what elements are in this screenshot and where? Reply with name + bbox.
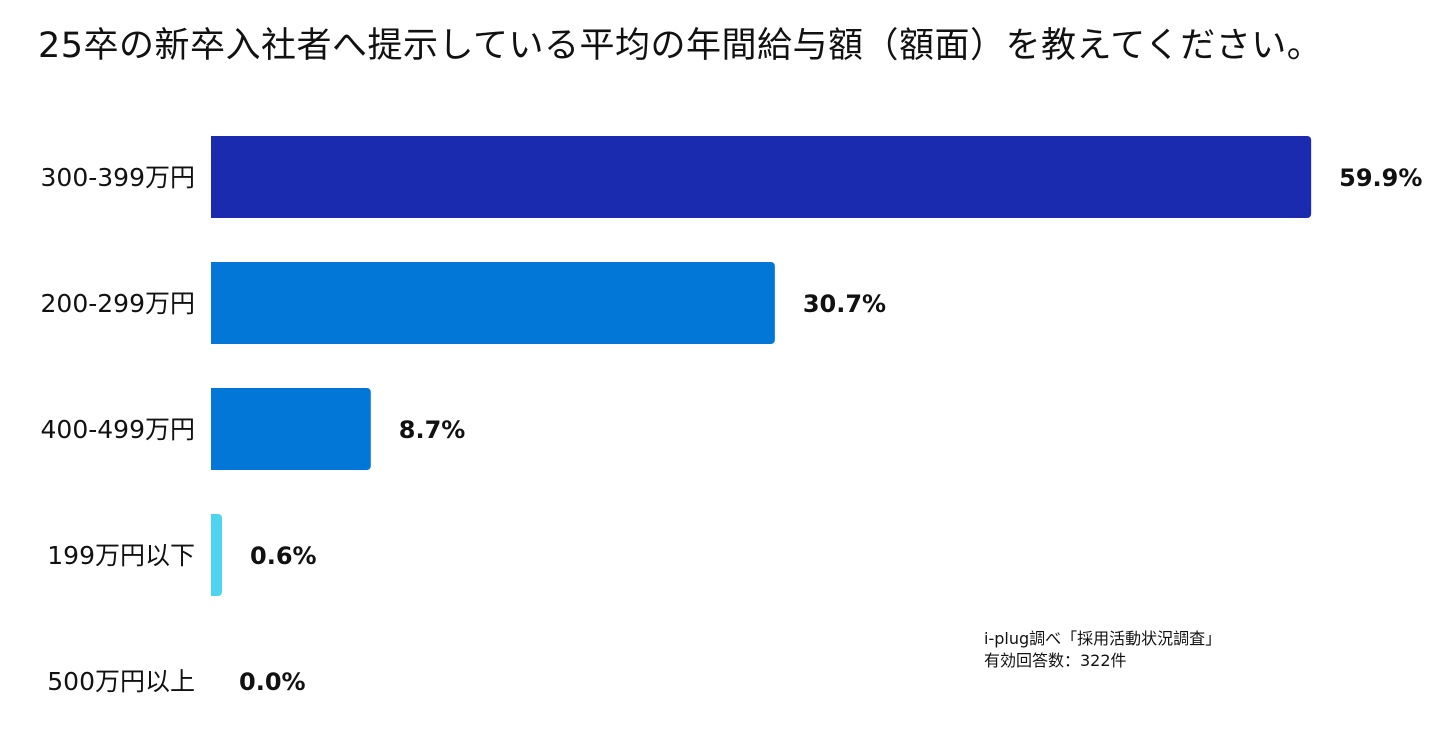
value-label-3: 8.7% xyxy=(399,416,466,444)
category-label-5: 500万円以上 xyxy=(47,667,195,696)
value-label-5: 0.0% xyxy=(239,668,306,696)
value-label-4: 0.6% xyxy=(250,542,317,570)
source-line-respondents: 有効回答数：322件 xyxy=(984,651,1127,670)
bar-3-edge xyxy=(211,388,215,470)
category-label-4: 199万円以下 xyxy=(47,541,195,570)
category-label-1: 300-399万円 xyxy=(41,163,195,192)
bar-1-edge xyxy=(211,136,215,218)
source-line-survey: i-plug調べ「採用活動状況調査」 xyxy=(984,629,1222,648)
value-label-2: 30.7% xyxy=(803,290,886,318)
value-label-1: 59.9% xyxy=(1339,164,1422,192)
category-label-3: 400-499万円 xyxy=(41,415,195,444)
category-label-2: 200-299万円 xyxy=(41,289,195,318)
bar-3 xyxy=(211,388,371,470)
bar-4-edge xyxy=(211,514,215,596)
chart-title: 25卒の新卒入社者へ提示している平均の年間給与額（額面）を教えてください。 xyxy=(38,26,1323,66)
bar-1 xyxy=(211,136,1312,218)
bar-2-edge xyxy=(211,262,215,344)
source-note: i-plug調べ「採用活動状況調査」 有効回答数：322件 xyxy=(984,628,1221,672)
bar-2 xyxy=(211,262,775,344)
